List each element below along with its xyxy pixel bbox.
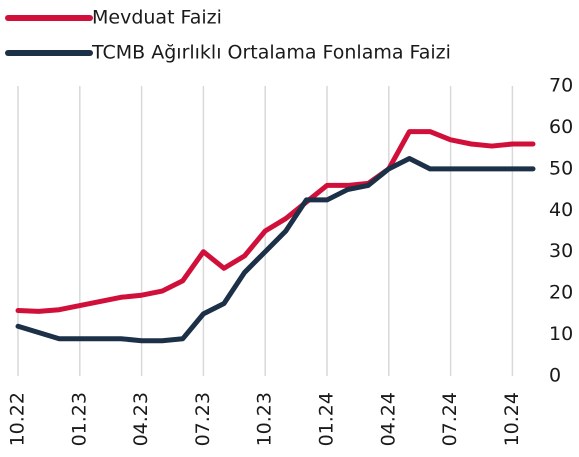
y-tick-label: 10 — [549, 323, 573, 345]
x-tick-label: 04.23 — [130, 392, 152, 446]
y-tick-label: 50 — [549, 157, 573, 179]
x-tick-label: 04.24 — [377, 392, 399, 446]
y-tick-label: 0 — [549, 365, 561, 387]
y-tick-label: 20 — [549, 282, 573, 304]
x-tick-label: 10.24 — [501, 392, 523, 446]
x-tick-label: 01.23 — [68, 392, 90, 446]
y-tick-label: 70 — [549, 75, 573, 97]
x-tick-label: 07.24 — [439, 392, 461, 446]
x-tick-label: 10.22 — [7, 392, 29, 446]
y-tick-label: 60 — [549, 116, 573, 138]
x-tick-label: 01.24 — [316, 392, 338, 446]
legend-label: TCMB Ağırlıklı Ortalama Fonlama Faizi — [91, 42, 451, 64]
x-tick-label: 07.23 — [192, 392, 214, 446]
x-tick-label: 10.23 — [254, 392, 276, 446]
y-tick-label: 40 — [549, 199, 573, 221]
series-line — [15, 129, 536, 314]
series-line — [15, 156, 536, 344]
legend-label: Mevduat Faizi — [92, 7, 222, 29]
y-tick-label: 30 — [549, 240, 573, 262]
